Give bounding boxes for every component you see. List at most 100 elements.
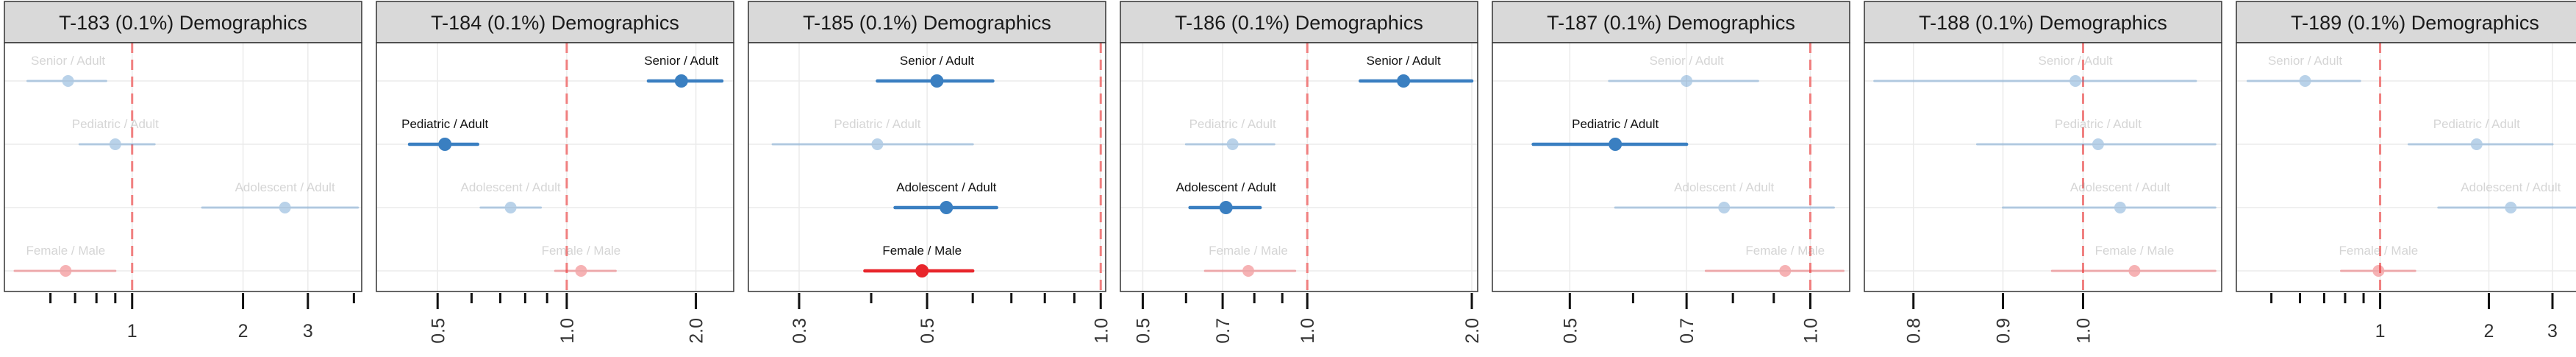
- estimate-row: Adolescent / Adult: [1614, 180, 1835, 213]
- estimate-row: Female / Male: [2050, 244, 2217, 277]
- point-estimate: [2299, 75, 2311, 87]
- axis-tick-label: 0.3: [790, 318, 810, 344]
- panel-title: T-189 (0.1%) Demographics: [2291, 12, 2539, 34]
- estimate-row: Female / Male: [2339, 244, 2419, 277]
- point-estimate: [1779, 265, 1792, 277]
- point-estimate: [1681, 75, 1693, 87]
- row-label: Senior / Adult: [31, 54, 105, 68]
- axis-tick-label: 1.0: [557, 318, 578, 344]
- point-estimate: [1397, 74, 1411, 88]
- point-estimate: [1219, 201, 1233, 214]
- point-estimate: [1242, 265, 1255, 277]
- estimate-row: Senior / Adult: [2246, 54, 2361, 87]
- strip-background: [1864, 1, 2222, 43]
- row-label: Adolescent / Adult: [896, 180, 996, 194]
- row-label: Pediatric / Adult: [2433, 117, 2520, 131]
- row-label: Pediatric / Adult: [834, 117, 920, 131]
- estimate-row: Adolescent / Adult: [201, 180, 359, 213]
- estimate-row: Pediatric / Adult: [1975, 117, 2217, 150]
- axis-tick-label: 1: [127, 321, 137, 342]
- estimate-row: Female / Male: [1704, 244, 1845, 277]
- axis-tick-label: 1.0: [1091, 318, 1112, 344]
- row-label: Female / Male: [542, 244, 621, 258]
- estimate-row: Female / Male: [1203, 244, 1297, 277]
- row-label: Senior / Adult: [1650, 54, 1724, 68]
- axis-tick-label: 3: [2547, 321, 2558, 342]
- facet-panel: T-189 (0.1%) Demographics Senior / Adult P…: [2236, 1, 2576, 342]
- point-estimate: [575, 265, 587, 277]
- row-label: Senior / Adult: [2268, 54, 2342, 68]
- point-estimate: [1226, 138, 1239, 150]
- axis-tick-label: 1.0: [1801, 318, 1822, 344]
- point-estimate: [109, 138, 121, 150]
- estimate-row: Female / Male: [863, 244, 975, 278]
- row-label: Female / Male: [1745, 244, 1825, 258]
- estimate-row: Senior / Adult: [1359, 54, 1474, 88]
- point-estimate: [1609, 138, 1622, 151]
- estimate-row: Pediatric / Adult: [2407, 117, 2554, 150]
- estimate-row: Pediatric / Adult: [1531, 117, 1689, 151]
- strip-background: [1492, 1, 1850, 43]
- row-label: Pediatric / Adult: [72, 117, 159, 131]
- facet-panel: T-188 (0.1%) Demographics Senior / Adult P…: [1864, 1, 2222, 344]
- strip-background: [376, 1, 734, 43]
- plot-background: [2236, 43, 2576, 291]
- plot-background: [1120, 43, 1478, 291]
- axis-tick-label: 2: [2484, 321, 2494, 342]
- panel-title: T-187 (0.1%) Demographics: [1547, 12, 1795, 34]
- estimate-row: Adolescent / Adult: [1176, 180, 1276, 214]
- point-estimate: [2505, 202, 2517, 213]
- axis-tick-label: 0.5: [428, 318, 448, 344]
- row-label: Senior / Adult: [900, 54, 974, 68]
- point-estimate: [2372, 265, 2385, 277]
- estimate-row: Adolescent / Adult: [2437, 180, 2576, 213]
- estimate-row: Senior / Adult: [876, 54, 995, 88]
- row-label: Senior / Adult: [1367, 54, 1441, 68]
- panel-title: T-185 (0.1%) Demographics: [803, 12, 1051, 34]
- panel-title: T-184 (0.1%) Demographics: [431, 12, 679, 34]
- row-label: Female / Male: [2339, 244, 2419, 258]
- row-label: Senior / Adult: [644, 54, 718, 68]
- row-label: Adolescent / Adult: [461, 180, 561, 194]
- axis-tick-label: 1: [2375, 321, 2386, 342]
- panel-title: T-188 (0.1%) Demographics: [1919, 12, 2167, 34]
- point-estimate: [1718, 202, 1731, 213]
- row-label: Female / Male: [26, 244, 105, 258]
- plot-background: [1864, 43, 2222, 291]
- panel-title: T-183 (0.1%) Demographics: [59, 12, 307, 34]
- axis-tick-label: 1.0: [2073, 318, 2094, 344]
- row-label: Adolescent / Adult: [2070, 180, 2170, 194]
- estimate-row: Pediatric / Adult: [771, 117, 974, 150]
- axis-tick-label: 2.0: [1462, 318, 1483, 344]
- panel-border: [1120, 42, 1478, 292]
- axis-tick-label: 1.0: [1298, 318, 1318, 344]
- axis-tick-label: 2.0: [687, 318, 707, 344]
- estimate-row: Adolescent / Adult: [2002, 180, 2217, 213]
- estimate-row: Senior / Adult: [1873, 54, 2197, 87]
- estimate-row: Adolescent / Adult: [893, 180, 998, 214]
- axis-tick-label: 0.5: [1133, 318, 1153, 344]
- row-label: Female / Male: [1209, 244, 1288, 258]
- plot-background: [1492, 43, 1850, 291]
- facet-panel: T-183 (0.1%) Demographics Senior / Adult P…: [4, 1, 362, 342]
- point-estimate: [2470, 138, 2483, 150]
- panel-border: [376, 42, 734, 292]
- estimate-row: Senior / Adult: [26, 54, 107, 87]
- facet-panel: T-187 (0.1%) Demographics Senior / Adult P…: [1492, 1, 1850, 344]
- row-label: Pediatric / Adult: [1572, 117, 1659, 131]
- point-estimate: [2069, 75, 2082, 87]
- point-estimate: [279, 202, 291, 213]
- strip-background: [4, 1, 362, 43]
- point-estimate: [60, 265, 72, 277]
- row-label: Senior / Adult: [2039, 54, 2113, 68]
- point-estimate: [2128, 265, 2141, 277]
- panel-title: T-186 (0.1%) Demographics: [1175, 12, 1423, 34]
- row-label: Adolescent / Adult: [1674, 180, 1774, 194]
- facet-panel: T-185 (0.1%) Demographics Senior / Adult P…: [748, 1, 1112, 344]
- row-label: Pediatric / Adult: [2055, 117, 2142, 131]
- point-estimate: [438, 138, 452, 151]
- panel-border: [2236, 42, 2576, 292]
- panel-border: [748, 42, 1106, 292]
